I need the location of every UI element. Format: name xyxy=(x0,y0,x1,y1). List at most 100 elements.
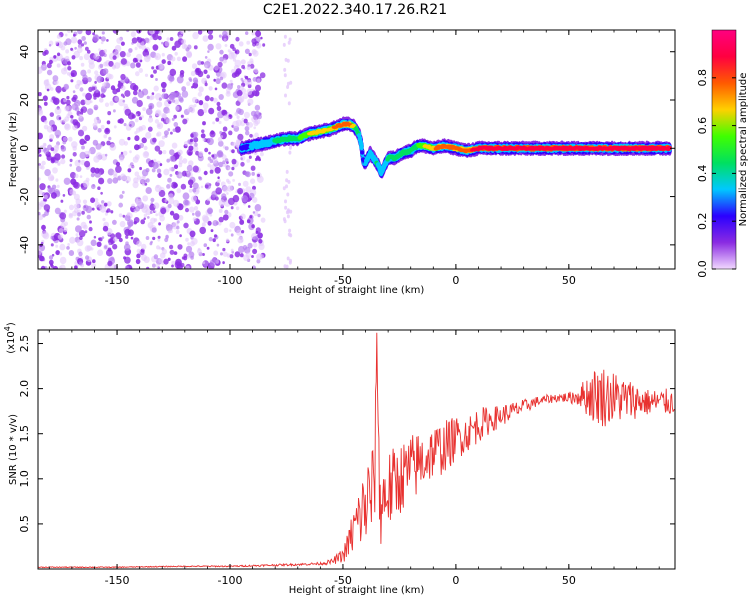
noise-speckle xyxy=(185,237,189,242)
colorbar-gradient xyxy=(711,29,737,270)
noise-speckle xyxy=(46,209,50,213)
noise-speckle xyxy=(256,259,261,264)
snr-y-multiplier-prefix: (x10 xyxy=(6,331,17,354)
noise-speckle xyxy=(241,80,245,83)
colorbar-label: Normalized spectral amplitude xyxy=(738,73,749,227)
noise-speckle xyxy=(230,206,234,210)
noise-speckle xyxy=(177,203,184,211)
noise-speckle xyxy=(54,129,62,137)
noise-speckle xyxy=(53,145,59,152)
noise-speckle xyxy=(53,55,57,59)
noise-speckle xyxy=(224,44,228,47)
noise-speckle xyxy=(181,90,189,98)
noise-speckle xyxy=(46,125,54,133)
noise-speckle xyxy=(283,73,287,78)
noise-speckle xyxy=(60,222,66,229)
noise-speckle xyxy=(240,77,244,81)
noise-speckle xyxy=(238,108,244,116)
noise-speckle xyxy=(133,90,138,96)
noise-speckle xyxy=(176,76,184,84)
noise-speckle xyxy=(86,49,91,54)
noise-speckle xyxy=(49,134,55,140)
noise-speckle xyxy=(73,181,80,189)
noise-speckle xyxy=(73,203,80,210)
noise-speckle xyxy=(130,162,134,167)
noise-speckle xyxy=(235,139,241,145)
noise-speckle xyxy=(170,131,173,135)
noise-speckle xyxy=(135,198,143,206)
noise-speckle xyxy=(230,233,234,237)
noise-speckle xyxy=(188,160,194,167)
noise-speckle xyxy=(156,168,162,174)
y-tick-label: 1.5 xyxy=(18,425,31,443)
noise-speckle xyxy=(139,142,145,149)
noise-speckle xyxy=(152,44,159,51)
noise-speckle xyxy=(67,243,70,246)
noise-speckle xyxy=(104,102,110,108)
noise-speckle xyxy=(168,75,175,82)
y-tick-label: -20 xyxy=(18,188,31,206)
noise-speckle xyxy=(193,45,198,50)
y-tick-label: 0.5 xyxy=(18,515,31,533)
noise-speckle xyxy=(39,255,45,262)
noise-speckle xyxy=(68,213,74,219)
noise-speckle xyxy=(155,78,158,81)
noise-speckle xyxy=(93,155,100,163)
noise-speckle xyxy=(166,184,171,189)
noise-speckle xyxy=(120,73,126,80)
noise-speckle xyxy=(79,56,83,61)
noise-speckle xyxy=(136,30,142,34)
noise-speckle xyxy=(63,227,68,233)
noise-speckle xyxy=(206,198,210,202)
noise-speckle xyxy=(134,171,140,177)
noise-speckle xyxy=(118,80,121,84)
noise-speckle xyxy=(82,180,90,188)
noise-speckle xyxy=(100,85,107,93)
noise-speckle xyxy=(82,204,89,212)
noise-speckle xyxy=(195,68,200,73)
noise-speckle xyxy=(51,96,56,101)
noise-speckle xyxy=(237,85,241,89)
noise-speckle xyxy=(252,50,259,57)
noise-speckle xyxy=(253,126,256,130)
noise-speckle xyxy=(55,244,59,248)
noise-speckle xyxy=(78,230,86,238)
noise-speckle xyxy=(77,212,81,217)
noise-speckle xyxy=(56,184,60,188)
noise-speckle xyxy=(222,160,226,165)
noise-speckle xyxy=(86,214,92,220)
noise-speckle xyxy=(176,225,180,230)
noise-speckle xyxy=(198,100,204,106)
noise-speckle xyxy=(100,36,106,42)
noise-speckle xyxy=(107,111,112,116)
noise-speckle xyxy=(106,120,111,125)
noise-speckle xyxy=(171,117,175,121)
noise-speckle xyxy=(151,92,155,96)
noise-speckle xyxy=(97,249,104,256)
noise-speckle xyxy=(221,82,228,89)
noise-speckle xyxy=(142,107,146,112)
noise-speckle xyxy=(241,64,246,69)
noise-speckle xyxy=(231,166,235,171)
noise-speckle xyxy=(235,36,240,42)
noise-speckle xyxy=(243,111,250,119)
noise-speckle xyxy=(90,100,93,104)
noise-speckle xyxy=(252,42,257,47)
noise-speckle xyxy=(141,44,146,51)
noise-speckle xyxy=(97,128,102,133)
noise-speckle xyxy=(195,189,199,193)
noise-speckle xyxy=(171,260,176,265)
noise-speckle xyxy=(50,243,54,247)
noise-speckle xyxy=(222,30,228,37)
noise-speckle xyxy=(209,130,216,138)
noise-speckle xyxy=(182,56,188,62)
noise-speckle xyxy=(94,70,99,75)
noise-speckle xyxy=(209,97,214,102)
noise-speckle xyxy=(245,75,249,80)
noise-speckle xyxy=(103,53,107,57)
noise-speckle xyxy=(200,61,205,65)
noise-speckle xyxy=(102,217,106,222)
noise-speckle xyxy=(240,59,246,65)
noise-speckle xyxy=(246,65,251,71)
